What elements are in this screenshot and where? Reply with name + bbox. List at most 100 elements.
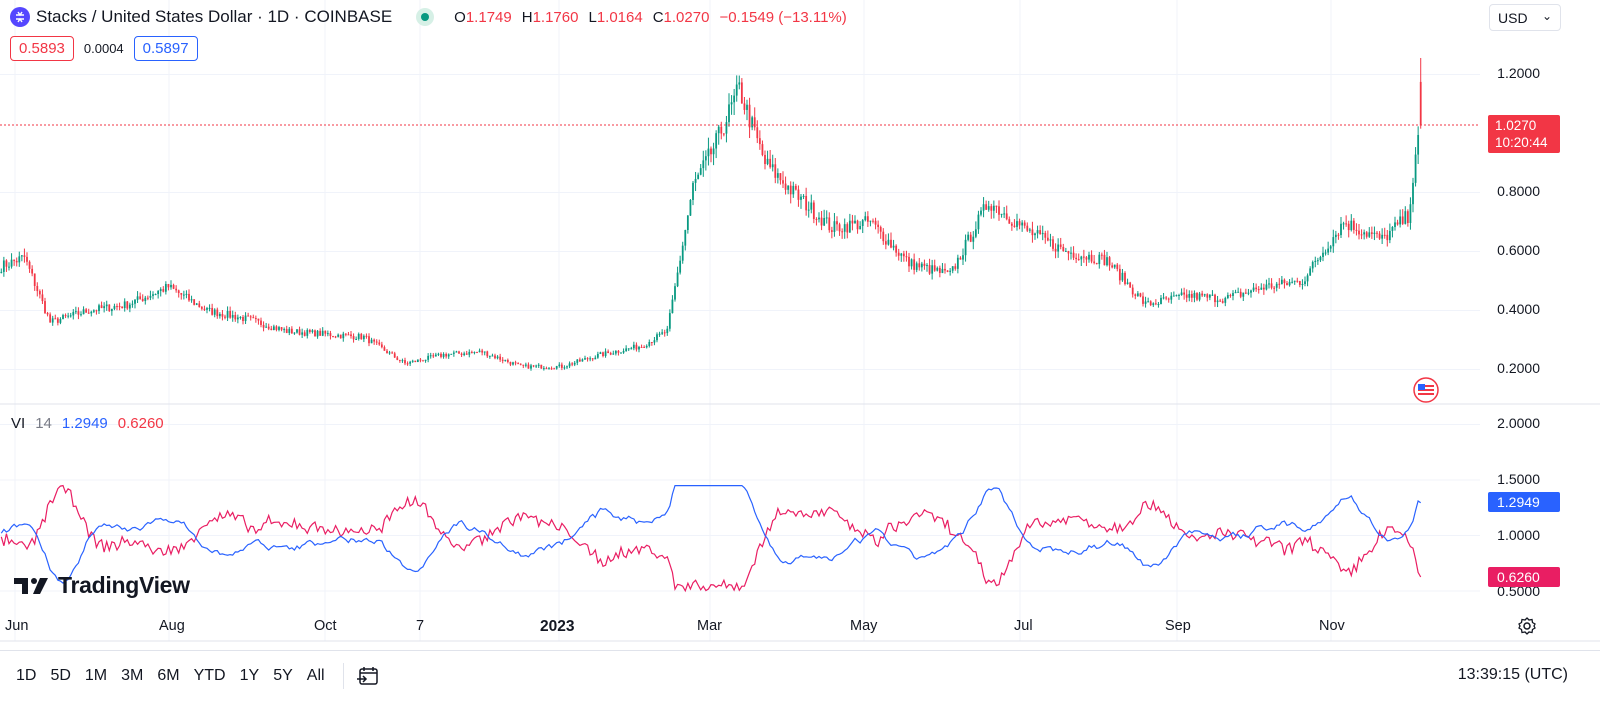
candle-body <box>164 284 167 292</box>
candle-body <box>969 234 972 242</box>
chart-canvas[interactable] <box>0 0 1600 650</box>
candle-body <box>972 236 975 242</box>
candle-body <box>373 339 376 342</box>
candle-body <box>1360 234 1363 236</box>
candle-body <box>488 355 491 357</box>
range-ytd-button[interactable]: YTD <box>193 667 226 684</box>
candle-body <box>13 259 16 261</box>
symbol-legend[interactable]: Stacks / United States Dollar · 1D · COI… <box>10 5 847 29</box>
candle-body <box>396 357 399 360</box>
candle-body <box>1278 283 1281 285</box>
candle-body <box>949 270 952 272</box>
go-to-date-icon[interactable] <box>356 664 380 688</box>
candle-body <box>393 353 396 358</box>
candle-body <box>838 224 841 232</box>
candle-body <box>774 164 777 178</box>
symbol-title[interactable]: Stacks / United States Dollar · 1D · COI… <box>36 7 393 26</box>
candle-body <box>607 351 610 354</box>
candle-body <box>1226 295 1229 298</box>
candle-body <box>1064 250 1067 252</box>
candle-body <box>278 327 280 330</box>
range-1y-button[interactable]: 1Y <box>239 667 260 684</box>
buy-button[interactable]: 0.5897 <box>133 36 198 61</box>
candle-body <box>1316 260 1319 262</box>
candle-body <box>242 316 244 322</box>
candle-body <box>1291 281 1294 283</box>
candle-body <box>20 255 23 257</box>
candle-body <box>293 332 296 334</box>
candle-body <box>365 335 368 337</box>
settings-gear-icon[interactable] <box>1517 616 1537 636</box>
candle-body <box>128 304 131 309</box>
candle-body <box>234 314 237 320</box>
last-price-label: 1.0270 10:20:44 <box>1488 115 1560 153</box>
candle-body <box>321 330 324 336</box>
candle-body <box>812 202 815 219</box>
candle-body <box>1365 232 1368 237</box>
candle-body <box>1206 294 1209 298</box>
candle-body <box>542 368 545 370</box>
candle-body <box>1160 297 1162 305</box>
ohlc-values: O1.1749 H1.1760 L1.0164 C1.0270 <box>454 9 709 26</box>
range-5y-button[interactable]: 5Y <box>273 667 293 684</box>
candle-body <box>337 334 340 337</box>
candle-body <box>72 311 75 316</box>
candle-body <box>920 263 923 268</box>
candle-body <box>1062 246 1065 251</box>
candle-body <box>1345 223 1348 225</box>
vi-legend[interactable]: VI 14 1.2949 0.6260 <box>11 415 164 432</box>
market-status-icon[interactable] <box>416 8 435 26</box>
chart-grid <box>0 0 1480 641</box>
candle-body <box>1208 294 1211 298</box>
candle-body <box>324 330 327 334</box>
us-flag-icon[interactable] <box>1413 377 1439 403</box>
candle-body <box>879 227 882 232</box>
candle-body <box>1041 232 1044 235</box>
sell-button[interactable]: 0.5893 <box>10 36 74 61</box>
candle-body <box>31 268 34 274</box>
candle-body <box>409 361 412 364</box>
candle-body <box>1298 281 1301 285</box>
candle-body <box>586 358 589 360</box>
candle-body <box>856 220 859 230</box>
candle-body <box>1342 223 1345 225</box>
range-all-button[interactable]: All <box>306 667 325 684</box>
candle-body <box>175 288 178 291</box>
candle-body <box>684 230 687 246</box>
range-3m-button[interactable]: 3M <box>121 667 144 684</box>
tradingview-logo[interactable]: TradingView <box>14 572 190 599</box>
range-5d-button[interactable]: 5D <box>50 667 71 684</box>
candle-body <box>311 330 314 333</box>
candle-body <box>424 359 427 361</box>
candle-body <box>992 205 995 211</box>
candle-body <box>807 209 810 211</box>
candle-body <box>1036 230 1039 234</box>
candle-body <box>1118 268 1121 281</box>
utc-clock[interactable]: 13:39:15 (UTC) <box>1457 666 1568 683</box>
candle-body <box>725 122 728 134</box>
candle-body <box>1152 303 1155 306</box>
candle-body <box>347 334 350 336</box>
candle-body <box>1005 213 1008 220</box>
range-1m-button[interactable]: 1M <box>84 667 108 684</box>
candle-body <box>1095 262 1098 265</box>
candle-body <box>908 256 910 267</box>
candle-body <box>1327 248 1330 253</box>
range-6m-button[interactable]: 6M <box>157 667 180 684</box>
candle-body <box>272 326 275 330</box>
candle-body <box>1034 233 1036 236</box>
bottom-toolbar: 1D 5D 1M 3M 6M YTD 1Y 5Y All 13:39:15 (U… <box>0 650 1600 701</box>
candle-body <box>537 364 540 366</box>
candle-body <box>553 368 556 370</box>
candle-body <box>681 245 684 261</box>
candle-body <box>995 205 998 207</box>
candle-body <box>524 364 527 366</box>
currency-selector[interactable]: USD ⌄ <box>1489 4 1561 31</box>
candle-body <box>49 314 52 323</box>
candle-body <box>26 256 28 262</box>
candle-body <box>1332 237 1335 247</box>
range-1d-button[interactable]: 1D <box>16 667 37 684</box>
candle-body <box>622 351 625 353</box>
candle-body <box>131 303 134 305</box>
candle-body <box>404 360 406 364</box>
